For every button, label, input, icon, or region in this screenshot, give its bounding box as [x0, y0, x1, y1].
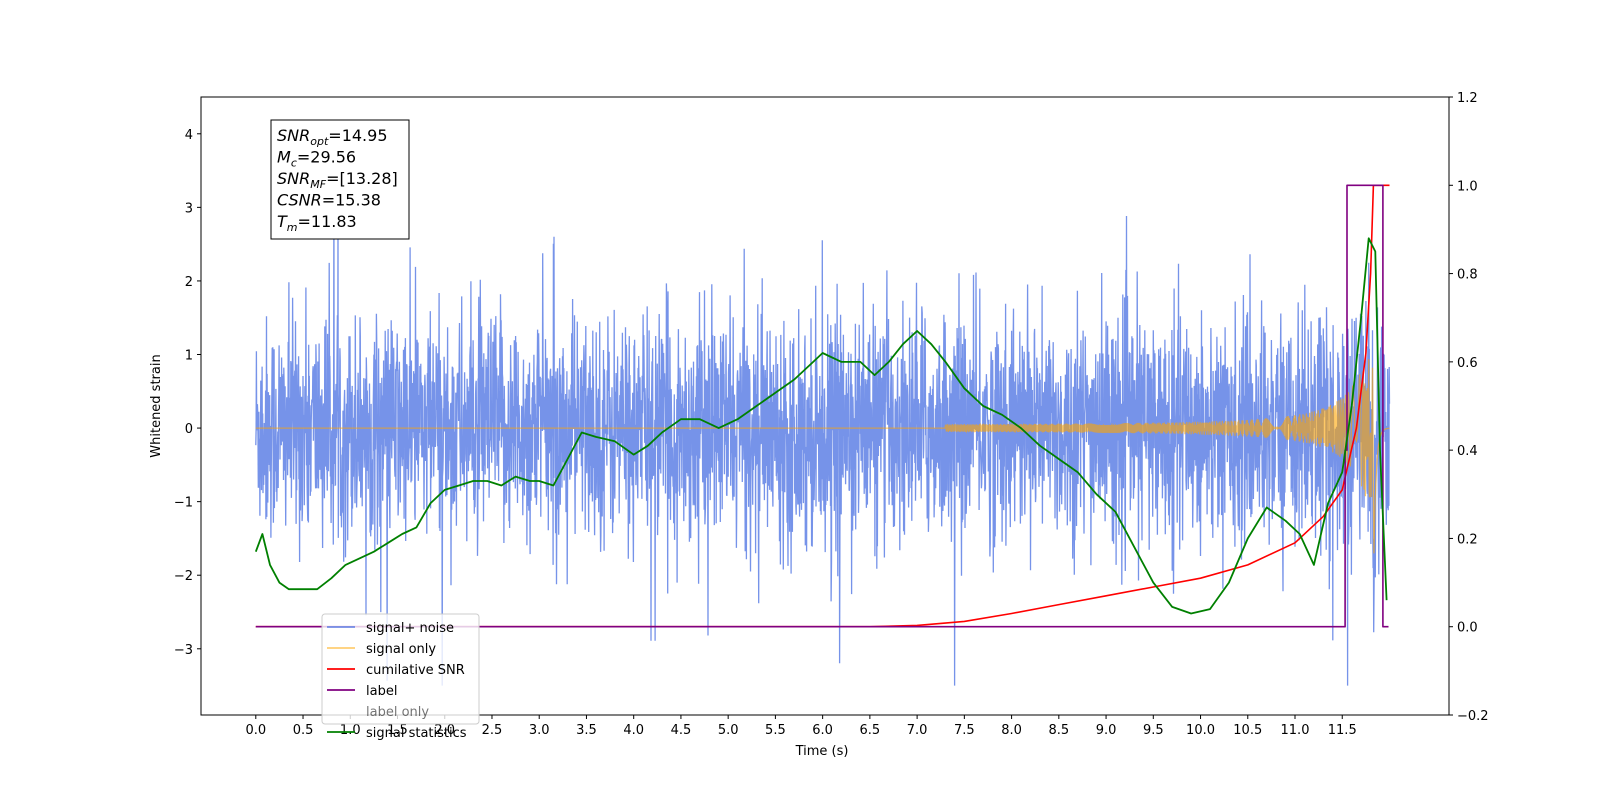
annotation-frame [270, 119, 410, 240]
y-right-tick-label: 0.2 [1457, 532, 1478, 547]
annotation-value: 29.56 [310, 148, 356, 167]
x-tick-label: 8.5 [1048, 723, 1069, 738]
legend-label: label [366, 684, 397, 699]
y-right-tick-label: 0.6 [1457, 356, 1478, 371]
series-signal-noise-line [255, 189, 1391, 686]
y-axis-label: Whitened strain [149, 354, 164, 457]
x-axis-ticks: 0.0 0.5 1.0 1.5 2.0 2.5 3.0 3.5 4.0 4.5 5.0 5.5 6.0 6… [245, 715, 1357, 738]
x-tick-label: 2.5 [482, 723, 503, 738]
x-tick-label: 4.5 [671, 723, 692, 738]
y-right-tick-label: 0.8 [1457, 268, 1478, 283]
y-left-tick-label: 4 [185, 128, 193, 143]
y-right-tick-label: 0.0 [1457, 621, 1478, 636]
annotation-symbol: T [277, 212, 288, 231]
annotation-equals: = [328, 126, 341, 145]
x-tick-label: 9.5 [1143, 723, 1164, 738]
x-tick-label: 5.0 [718, 723, 739, 738]
annotation-subscript: m [287, 221, 298, 234]
annotation-symbol: SNR [277, 169, 310, 188]
annotation-line: SNRMF=[13.28] [277, 169, 398, 191]
y-left-tick-label: 3 [185, 201, 193, 216]
x-tick-label: 1.5 [387, 723, 408, 738]
legend-label: label only [366, 705, 429, 720]
annotation-line: Mc=29.56 [277, 148, 356, 170]
annotation-line: Tm=11.83 [277, 212, 357, 234]
x-tick-label: 0.5 [293, 723, 314, 738]
x-tick-label: 4.0 [623, 723, 644, 738]
x-tick-label: 6.0 [812, 723, 833, 738]
y-left-tick-label: 1 [185, 349, 193, 364]
annotation-subscript: MF [310, 178, 326, 191]
x-tick-label: 5.5 [765, 723, 786, 738]
y-left-tick-label: 2 [185, 275, 193, 290]
x-tick-label: 8.0 [1001, 723, 1022, 738]
legend-label: cumilative SNR [366, 663, 465, 678]
x-tick-label: 10.5 [1233, 723, 1262, 738]
y-left-tick-label: −3 [174, 643, 193, 658]
annotation-line: CSNR=15.38 [277, 191, 381, 210]
series-cumulative-snr-line [255, 184, 1390, 628]
x-tick-label: 1.0 [340, 723, 361, 738]
y-right-tick-label: 0.4 [1457, 444, 1478, 459]
x-axis-label: Time (s) [795, 744, 849, 759]
x-tick-label: 11.5 [1328, 723, 1357, 738]
plot-frame [200, 96, 1450, 716]
annotation-equals: = [297, 148, 310, 167]
annotation-lines: SNRopt=14.95Mc=29.56SNRMF=[13.28]CSNR=15… [277, 126, 398, 234]
legend: signal+ noise signal only cumilative SNR la… [321, 613, 480, 741]
y-right-tick-label: −0.2 [1457, 709, 1489, 724]
annotation-symbol: M [277, 148, 291, 167]
legend-frame [321, 613, 480, 725]
annotation-value: 14.95 [342, 126, 388, 145]
legend-items: signal+ noise signal only cumilative SNR la… [327, 621, 467, 741]
y-left-tick-label: 0 [185, 422, 193, 437]
x-tick-label: 7.0 [907, 723, 928, 738]
annotation-value: 15.38 [335, 191, 381, 210]
annotation-box: SNRopt=14.95Mc=29.56SNRMF=[13.28]CSNR=15… [270, 119, 410, 240]
series-signal-only-line [255, 359, 1390, 554]
annotation-value: 11.83 [311, 212, 357, 231]
x-tick-label: 3.5 [576, 723, 597, 738]
x-tick-label: 2.0 [434, 723, 455, 738]
y-left-tick-label: −2 [174, 569, 193, 584]
x-tick-label: 3.0 [529, 723, 550, 738]
y-axis-right-ticks: −0.2 0.0 0.2 0.4 0.6 0.8 1.0 1.2 [1449, 91, 1489, 724]
legend-label: signal only [366, 642, 436, 657]
annotation-equals: = [322, 191, 335, 210]
x-tick-label: 11.0 [1281, 723, 1310, 738]
annotation-subscript: opt [310, 135, 329, 148]
y-right-tick-label: 1.2 [1457, 91, 1478, 106]
x-tick-label: 0.0 [245, 723, 266, 738]
series-label-line [255, 184, 1389, 628]
plot-lines [254, 184, 1391, 686]
annotation-value: [13.28] [339, 169, 397, 188]
y-right-tick-label: 1.0 [1457, 179, 1478, 194]
legend-label: signal+ noise [366, 621, 454, 636]
annotation-equals: = [326, 169, 339, 188]
legend-label: signal statistics [366, 726, 467, 741]
x-tick-label: 7.5 [954, 723, 975, 738]
annotation-symbol: SNR [277, 126, 310, 145]
annotation-symbol: CSNR [277, 191, 322, 210]
annotation-line: SNRopt=14.95 [277, 126, 388, 148]
y-left-tick-label: −1 [174, 496, 193, 511]
annotation-subscript: c [291, 157, 297, 170]
x-tick-label: 9.0 [1096, 723, 1117, 738]
y-axis-left-ticks: −3 −2 −1 0 1 2 3 4 [174, 128, 201, 658]
x-tick-label: 6.5 [860, 723, 881, 738]
annotation-equals: = [298, 212, 311, 231]
x-tick-label: 10.0 [1186, 723, 1215, 738]
series-signal-statistics-line [254, 237, 1388, 615]
